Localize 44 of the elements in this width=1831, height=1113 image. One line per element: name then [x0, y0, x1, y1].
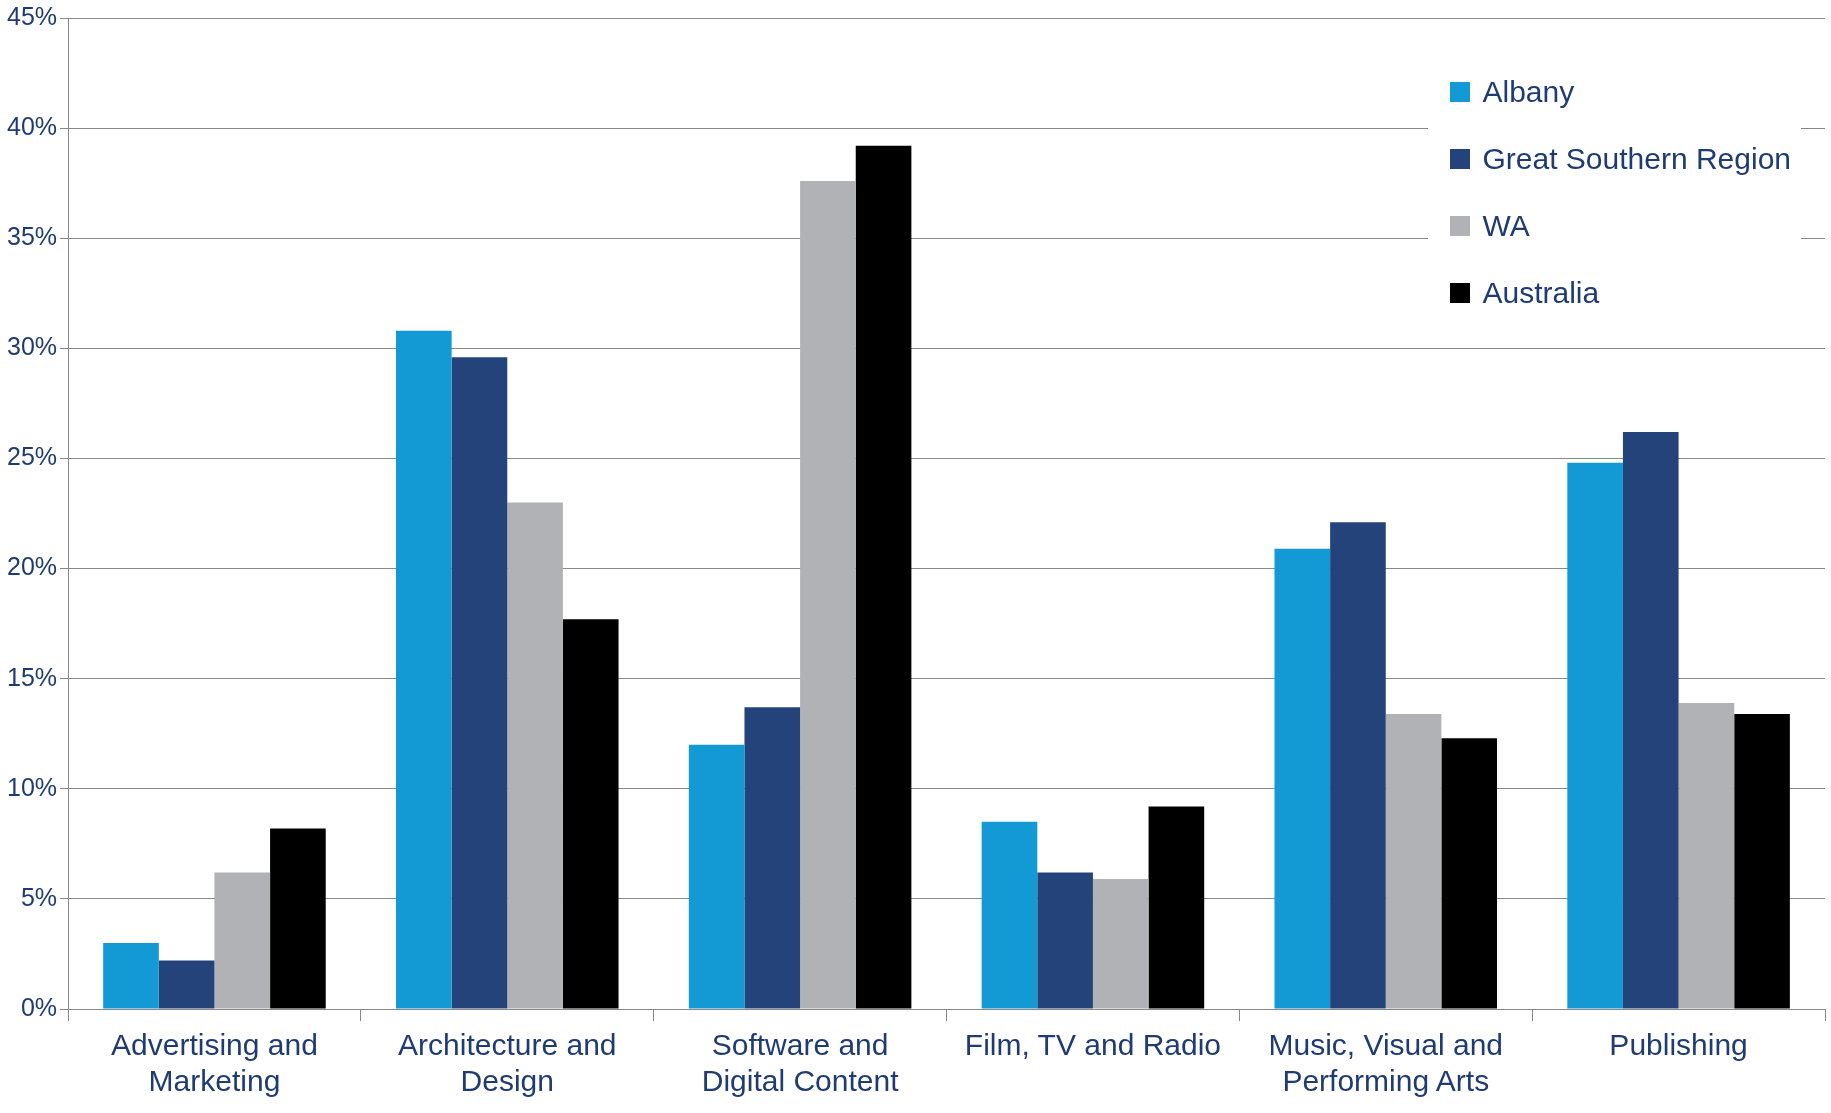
- y-tick-label: 0%: [20, 992, 58, 1021]
- x-tick-label: Advertising and Marketing: [111, 1028, 318, 1098]
- y-tick-label: 15%: [6, 662, 58, 691]
- bar: [1678, 702, 1735, 1009]
- bar: [1330, 522, 1386, 1009]
- bar: [270, 828, 326, 1009]
- bar: [1385, 713, 1442, 1009]
- bar: [1734, 713, 1790, 1009]
- bar: [1092, 879, 1149, 1009]
- bar: [507, 502, 563, 1009]
- y-tick-label: 5%: [20, 882, 58, 911]
- bar: [744, 707, 801, 1009]
- y-tick-label: 35%: [6, 222, 58, 251]
- bar: [562, 619, 619, 1009]
- legend-label: WA: [1482, 208, 1530, 243]
- bar: [396, 330, 452, 1009]
- x-tick-label: Software and Digital Content: [701, 1028, 900, 1098]
- y-tick-label: 45%: [6, 1, 58, 30]
- x-tick-label: Architecture and Design: [398, 1028, 617, 1098]
- x-tick-label: Music, Visual and Performing Arts: [1268, 1028, 1504, 1098]
- y-tick-label: 10%: [6, 772, 58, 801]
- y-tick-label: 20%: [6, 552, 58, 581]
- bar: [800, 180, 856, 1009]
- x-tick-label: Film, TV and Radio: [964, 1028, 1222, 1062]
- legend-label: Great Southern Region: [1482, 141, 1791, 176]
- bar: [981, 821, 1038, 1009]
- y-tick-label: 30%: [6, 332, 58, 361]
- bar: [1148, 806, 1205, 1009]
- bar: [1622, 432, 1679, 1009]
- bar: [1441, 738, 1498, 1009]
- bar: [1037, 872, 1093, 1009]
- bar: [1274, 548, 1331, 1009]
- bar: [1567, 462, 1623, 1009]
- bar: [688, 744, 745, 1009]
- y-tick-label: 25%: [6, 442, 58, 471]
- bar: [855, 145, 912, 1009]
- bar: [451, 357, 508, 1009]
- x-tick-label: Publishing: [1609, 1028, 1748, 1062]
- bar: [158, 960, 215, 1009]
- y-tick-label: 40%: [6, 112, 58, 140]
- bar: [214, 872, 271, 1009]
- bar: [103, 942, 159, 1009]
- legend-label: Australia: [1482, 275, 1600, 310]
- legend-label: Albany: [1482, 74, 1575, 109]
